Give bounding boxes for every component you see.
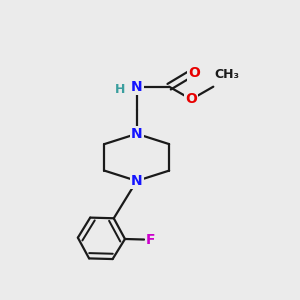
Text: CH₃: CH₃ — [214, 68, 239, 80]
Text: O: O — [188, 66, 200, 80]
Text: N: N — [131, 174, 142, 188]
Text: N: N — [131, 80, 142, 94]
Text: O: O — [185, 92, 197, 106]
Text: H: H — [116, 82, 126, 95]
Text: N: N — [131, 127, 142, 141]
Text: F: F — [146, 233, 155, 247]
